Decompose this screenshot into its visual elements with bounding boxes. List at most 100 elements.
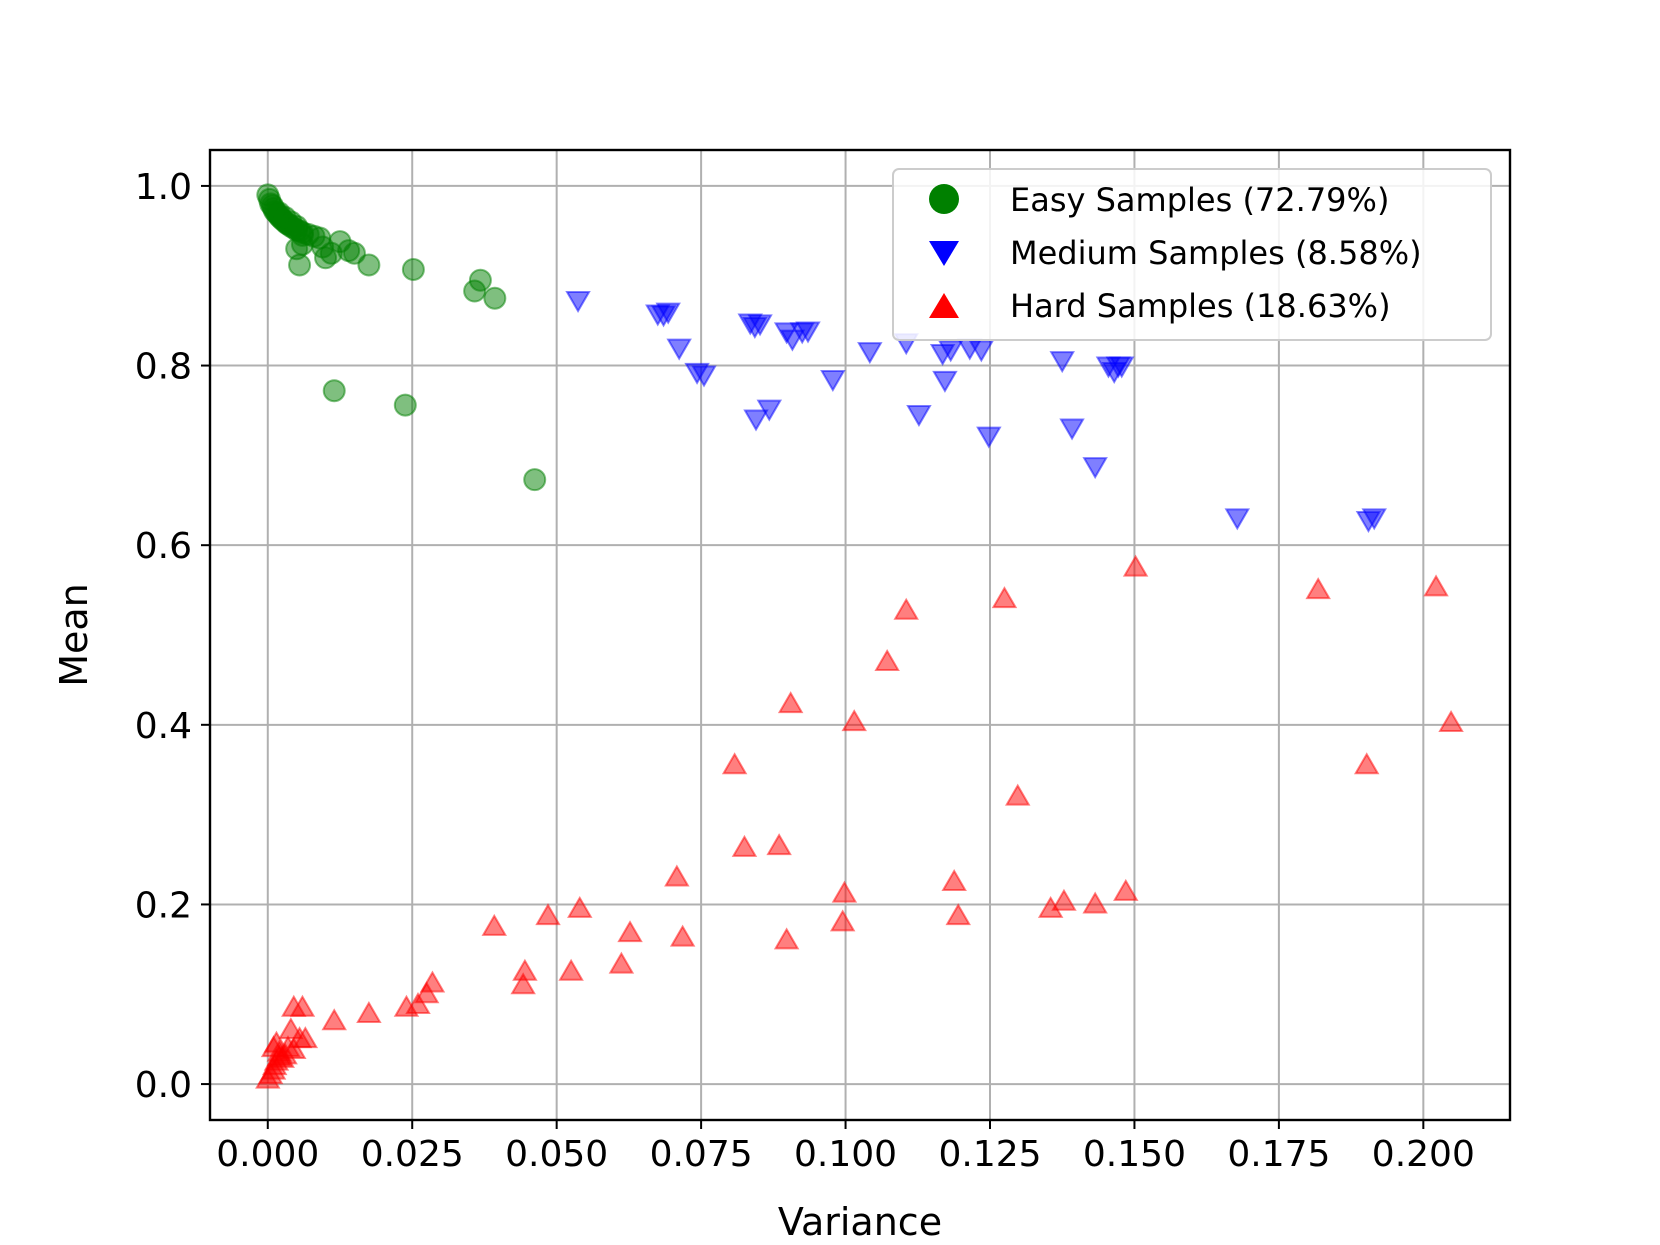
data-point-easy xyxy=(523,468,547,492)
legend-label-easy: Easy Samples (72.79%) xyxy=(1010,181,1389,219)
x-tick-label: 0.000 xyxy=(216,1134,319,1175)
data-point-hard xyxy=(1353,752,1380,775)
x-tick-label: 0.100 xyxy=(794,1134,897,1175)
data-point-hard xyxy=(1423,574,1449,597)
y-tick-label: 1.0 xyxy=(135,167,192,208)
data-point-hard xyxy=(1082,891,1108,914)
data-point-hard xyxy=(874,648,900,671)
data-point-medium xyxy=(756,399,783,422)
data-point-hard xyxy=(558,958,584,981)
data-point-hard xyxy=(608,951,635,974)
data-point-hard xyxy=(292,1026,319,1049)
data-point-easy xyxy=(322,379,346,403)
data-point-hard xyxy=(731,834,758,857)
y-tick-label: 0.2 xyxy=(135,885,192,926)
series-medium xyxy=(565,290,1387,534)
data-point-hard xyxy=(1051,888,1077,911)
data-point-easy xyxy=(288,253,312,277)
x-tick-label: 0.025 xyxy=(361,1134,464,1175)
x-tick-label: 0.200 xyxy=(1372,1134,1475,1175)
data-point-hard xyxy=(777,691,804,714)
data-point-medium xyxy=(565,290,591,313)
legend-label-hard: Hard Samples (18.63%) xyxy=(1010,287,1391,325)
data-point-medium xyxy=(968,340,995,363)
x-axis-label: Variance xyxy=(778,1200,942,1244)
data-point-hard xyxy=(289,994,316,1017)
x-axis-ticks: 0.000 0.025 0.050 0.075 0.100 0.125 0.150 0.175… xyxy=(216,1120,1475,1175)
y-tick-label: 0.0 xyxy=(135,1065,192,1106)
data-point-medium xyxy=(1082,457,1108,480)
data-point-hard xyxy=(773,927,800,950)
y-axis-label: Mean xyxy=(52,583,96,687)
y-tick-label: 0.8 xyxy=(135,347,192,388)
data-point-hard xyxy=(893,597,919,620)
data-point-easy xyxy=(483,286,507,310)
data-point-medium xyxy=(666,338,692,361)
data-point-hard xyxy=(841,709,867,732)
data-point-hard xyxy=(321,1008,347,1031)
data-point-medium xyxy=(1049,351,1075,374)
x-tick-label: 0.150 xyxy=(1083,1134,1186,1175)
data-point-medium xyxy=(906,405,932,428)
data-point-medium xyxy=(976,426,1002,449)
data-point-easy xyxy=(357,253,381,277)
data-point-medium xyxy=(691,365,717,388)
data-point-hard xyxy=(510,972,536,995)
legend-marker-medium xyxy=(929,241,959,266)
data-point-hard xyxy=(669,924,696,947)
data-points xyxy=(255,183,1464,1089)
data-point-hard xyxy=(281,1036,307,1059)
series-easy xyxy=(256,183,547,492)
data-point-hard xyxy=(945,903,971,926)
data-point-medium xyxy=(932,370,958,393)
legend-marker-easy xyxy=(929,184,959,214)
data-point-hard xyxy=(567,895,593,918)
data-point-medium xyxy=(937,340,964,363)
data-point-hard xyxy=(413,981,440,1004)
data-point-hard xyxy=(405,992,431,1015)
data-point-hard xyxy=(664,864,690,887)
data-point-easy xyxy=(468,268,492,292)
legend: Easy Samples (72.79%) Medium Samples (8.… xyxy=(892,168,1492,341)
data-point-hard xyxy=(419,970,446,993)
data-point-hard xyxy=(481,913,508,936)
x-tick-label: 0.125 xyxy=(938,1134,1041,1175)
x-tick-label: 0.050 xyxy=(505,1134,608,1175)
data-point-hard xyxy=(1122,554,1149,577)
data-point-hard xyxy=(766,833,792,856)
data-point-medium xyxy=(820,370,846,393)
data-point-hard xyxy=(1004,783,1031,806)
data-point-hard xyxy=(991,586,1018,609)
x-tick-label: 0.175 xyxy=(1227,1134,1330,1175)
data-point-hard xyxy=(356,1001,382,1024)
data-point-easy xyxy=(290,232,314,256)
plot-frame xyxy=(208,148,1512,1122)
data-point-medium xyxy=(857,342,883,365)
data-point-easy xyxy=(393,393,417,417)
data-point-easy xyxy=(401,257,425,281)
data-point-hard xyxy=(617,920,643,943)
data-point-medium xyxy=(655,302,681,325)
data-point-medium xyxy=(1108,356,1135,379)
data-point-medium xyxy=(743,409,769,432)
data-point-medium xyxy=(1059,418,1085,441)
data-point-hard xyxy=(941,868,967,891)
data-point-hard xyxy=(512,958,538,981)
legend-label-medium: Medium Samples (8.58%) xyxy=(1010,234,1422,272)
y-tick-label: 0.6 xyxy=(135,526,192,567)
data-point-medium xyxy=(795,321,821,344)
data-point-hard xyxy=(535,903,561,926)
x-tick-label: 0.075 xyxy=(650,1134,753,1175)
series-hard xyxy=(255,554,1464,1089)
data-point-medium xyxy=(1224,508,1251,531)
data-point-medium xyxy=(747,314,773,337)
data-point-hard xyxy=(829,909,856,932)
legend-marker-hard xyxy=(929,293,959,318)
y-axis-ticks: 0.0 0.2 0.4 0.6 0.8 1.0 xyxy=(135,167,210,1106)
data-point-medium xyxy=(1361,508,1387,531)
data-point-hard xyxy=(721,752,748,775)
legend-box xyxy=(892,168,1492,341)
data-point-hard xyxy=(1305,577,1331,600)
data-point-hard xyxy=(831,880,858,903)
